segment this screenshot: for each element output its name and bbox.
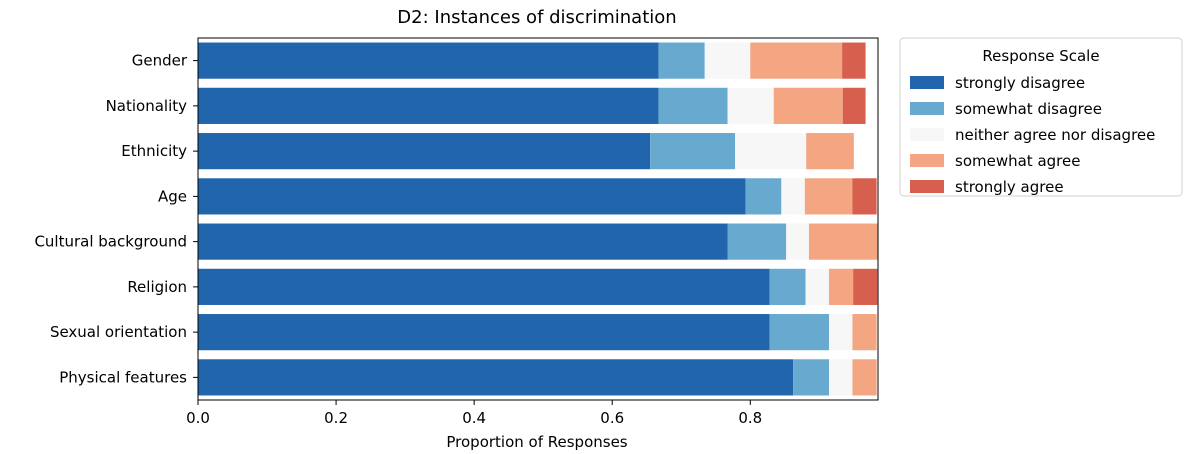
bar-segment bbox=[735, 133, 807, 170]
bar-segment bbox=[658, 87, 728, 124]
category-label: Religion bbox=[127, 278, 187, 296]
legend: Response Scale strongly disagree somewhat… bbox=[899, 37, 1183, 197]
bar-segment bbox=[804, 178, 853, 215]
bar-segment bbox=[198, 178, 746, 215]
bar-segment bbox=[853, 268, 878, 305]
bar-segment bbox=[745, 178, 782, 215]
bar-segment bbox=[828, 268, 854, 305]
bar-segment bbox=[769, 314, 829, 351]
bar-segment bbox=[842, 42, 866, 79]
bar-segment bbox=[650, 133, 736, 170]
bar-segment bbox=[769, 268, 806, 305]
category-label: Ethnicity bbox=[121, 142, 187, 160]
legend-label: strongly agree bbox=[955, 178, 1064, 196]
x-tick-label: 0.8 bbox=[738, 409, 762, 427]
legend-label: strongly disagree bbox=[955, 74, 1085, 92]
bar-segment bbox=[773, 87, 843, 124]
legend-label: somewhat disagree bbox=[955, 100, 1102, 118]
bars-layer bbox=[198, 42, 878, 396]
legend-label: somewhat agree bbox=[955, 152, 1080, 170]
bar-segment bbox=[198, 87, 659, 124]
x-tick-label: 0.6 bbox=[600, 409, 624, 427]
legend-swatch bbox=[910, 128, 944, 141]
bar-segment bbox=[793, 359, 829, 396]
legend-swatch bbox=[910, 180, 944, 193]
bar-segment bbox=[852, 314, 877, 351]
bar-segment bbox=[828, 314, 853, 351]
bar-segment bbox=[828, 359, 853, 396]
category-label: Sexual orientation bbox=[50, 323, 187, 341]
bar-segment bbox=[198, 268, 770, 305]
bar-segment bbox=[852, 359, 877, 396]
bar-segment bbox=[727, 223, 787, 260]
bar-segment bbox=[781, 178, 805, 215]
category-label: Physical features bbox=[59, 368, 187, 386]
category-label: Gender bbox=[132, 52, 188, 70]
legend-title: Response Scale bbox=[982, 47, 1099, 65]
legend-label: neither agree nor disagree bbox=[955, 126, 1155, 144]
x-tick-label: 0.0 bbox=[186, 409, 210, 427]
x-axis-ticks: 0.0 0.2 0.4 0.6 0.8 bbox=[186, 400, 762, 427]
category-label: Nationality bbox=[106, 97, 188, 115]
bar-segment bbox=[786, 223, 809, 260]
category-labels: Gender Nationality Ethnicity Age Cultural ba… bbox=[34, 52, 187, 387]
plot-frame bbox=[197, 37, 879, 401]
legend-swatch bbox=[910, 154, 944, 167]
bar-segment bbox=[658, 42, 705, 79]
legend-swatch bbox=[910, 76, 944, 89]
legend-frame bbox=[899, 37, 1183, 197]
category-label: Age bbox=[158, 187, 187, 205]
bar-segment bbox=[727, 87, 774, 124]
bar-segment bbox=[750, 42, 843, 79]
legend-items: strongly disagree somewhat disagree neithe… bbox=[910, 74, 1155, 196]
bar-segment bbox=[806, 133, 854, 170]
category-label: Cultural background bbox=[34, 233, 187, 251]
x-tick-label: 0.2 bbox=[324, 409, 348, 427]
bar-segment bbox=[198, 314, 770, 351]
bar-segment bbox=[198, 223, 728, 260]
bar-segment bbox=[704, 42, 751, 79]
bar-segment bbox=[842, 87, 866, 124]
bar-segment bbox=[808, 223, 878, 260]
legend-swatch bbox=[910, 102, 944, 115]
bar-segment bbox=[198, 42, 659, 79]
y-axis-ticks bbox=[193, 60, 198, 378]
bar-segment bbox=[198, 359, 794, 396]
x-tick-label: 0.4 bbox=[462, 409, 486, 427]
bar-segment bbox=[198, 133, 651, 170]
bar-segment bbox=[852, 178, 877, 215]
x-axis-label: Proportion of Responses bbox=[446, 433, 627, 451]
bar-segment bbox=[805, 268, 829, 305]
chart-title: D2: Instances of discrimination bbox=[397, 7, 676, 28]
